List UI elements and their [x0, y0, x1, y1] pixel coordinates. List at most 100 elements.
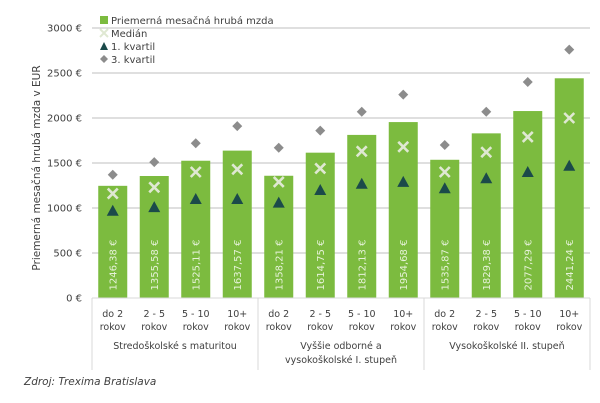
legend-swatch-median	[99, 28, 109, 38]
bar-data-label: 1246,38 €	[108, 240, 119, 291]
x-tick-label: 10+	[559, 309, 579, 320]
y-tick-label: 500 €	[53, 249, 82, 260]
median-marker	[438, 166, 451, 178]
median-marker	[521, 130, 534, 143]
quartile3-marker	[564, 44, 575, 55]
x-tick-label: rokov	[307, 322, 333, 333]
quartile3-marker	[315, 125, 326, 136]
x-tick-label: rokov	[390, 322, 416, 333]
legend-label: 3. kvartil	[111, 55, 155, 66]
bar-data-label: 2441,24 €	[565, 240, 576, 291]
bar-data-label: 1355,58 €	[150, 240, 161, 291]
quartile3-marker	[481, 106, 492, 117]
legend-label: Medián	[111, 28, 147, 40]
bar-data-label: 1614,75 €	[316, 240, 327, 291]
median-marker	[397, 140, 410, 153]
y-tick-label: 1000 €	[47, 204, 82, 215]
x-tick-label: rokov	[266, 322, 292, 333]
quartile3-marker	[190, 138, 201, 149]
bar-data-label: 1525,11 €	[191, 240, 202, 291]
legend-swatch-quartile1	[100, 42, 108, 50]
quartile3-marker	[149, 157, 160, 168]
quartile1-marker	[231, 193, 244, 204]
quartile1-marker	[521, 166, 534, 177]
bar-data-label: 1829,38 €	[482, 240, 493, 291]
x-tick-label: do 2	[434, 309, 455, 320]
quartile3-marker	[522, 77, 533, 87]
x-tick-label: 5 - 10	[514, 309, 542, 320]
bar	[554, 78, 584, 299]
x-tick-label: 5 - 10	[182, 309, 210, 320]
bar-data-label: 1637,57 €	[233, 240, 244, 291]
x-tick-label: rokov	[100, 322, 126, 333]
median-marker	[355, 145, 368, 158]
bar-data-label: 1358,21 €	[274, 240, 285, 291]
bar	[222, 150, 252, 298]
quartile1-marker	[438, 182, 451, 194]
median-marker	[106, 187, 119, 200]
x-tick-label: 10+	[227, 309, 247, 320]
legend-label: Priemerná mesačná hrubá mzda	[111, 15, 274, 27]
x-tick-label: do 2	[102, 309, 123, 320]
y-tick-label: 1500 €	[47, 159, 82, 170]
group-label: vysokoškolské I. stupeň	[285, 355, 397, 366]
legend-swatch-bar	[100, 16, 108, 24]
bar	[98, 185, 128, 298]
x-tick-label: 2 - 5	[309, 309, 331, 320]
bar-data-label: 1535,87 €	[440, 240, 451, 291]
y-axis-label: Priemerná mesačná hrubá mzda v EUR	[31, 65, 43, 270]
median-marker	[480, 146, 493, 159]
quartile3-marker	[232, 121, 243, 132]
quartile3-marker	[107, 169, 118, 180]
median-marker	[314, 162, 327, 175]
source-note: Zdroj: Trexima Bratislava	[24, 376, 157, 388]
quartile1-marker	[563, 159, 576, 171]
x-tick-label: 2 - 5	[143, 309, 165, 320]
y-tick-label: 2500 €	[47, 69, 82, 80]
quartile1-marker	[189, 193, 202, 204]
bar-data-label: 2077,29 €	[523, 240, 534, 291]
bar-data-label: 1954,68 €	[399, 240, 410, 291]
quartile1-marker	[272, 196, 285, 208]
quartile3-marker	[398, 89, 409, 100]
group-label: Vyššie odborné a	[300, 341, 381, 352]
bar	[139, 175, 169, 298]
y-tick-label: 3000 €	[47, 24, 82, 35]
quartile1-marker	[355, 177, 368, 189]
quartile3-marker	[439, 140, 450, 150]
quartile3-marker	[273, 142, 284, 153]
quartile1-marker	[148, 201, 161, 213]
group-label: Stredoškolské s maturitou	[113, 341, 237, 352]
quartile1-marker	[480, 172, 493, 184]
x-tick-label: rokov	[473, 322, 499, 333]
x-tick-label: rokov	[556, 322, 582, 333]
bar	[181, 160, 211, 298]
median-marker	[272, 175, 285, 188]
x-tick-label: rokov	[349, 322, 375, 333]
quartile1-marker	[397, 175, 410, 187]
bar	[471, 133, 501, 298]
x-tick-label: 10+	[393, 309, 413, 320]
quartile1-marker	[314, 184, 327, 195]
bar	[513, 111, 543, 298]
quartile3-marker	[356, 106, 367, 117]
x-tick-label: rokov	[432, 322, 458, 333]
bar-data-label: 1812,13 €	[357, 240, 368, 291]
median-marker	[563, 112, 576, 124]
y-tick-label: 0 €	[66, 294, 82, 305]
legend-label: 1. kvartil	[111, 42, 155, 53]
quartile1-marker	[106, 204, 119, 216]
median-marker	[148, 181, 161, 194]
x-tick-label: rokov	[515, 322, 541, 333]
x-tick-label: 5 - 10	[348, 309, 376, 320]
x-tick-label: rokov	[183, 322, 209, 333]
bar	[347, 134, 377, 298]
median-marker	[231, 163, 244, 176]
y-tick-label: 2000 €	[47, 114, 82, 125]
bar	[264, 175, 294, 298]
bar	[388, 122, 418, 298]
x-tick-label: rokov	[141, 322, 167, 333]
group-label: Vysokoškolské II. stupeň	[449, 341, 564, 352]
legend-swatch-quartile3	[100, 55, 108, 63]
